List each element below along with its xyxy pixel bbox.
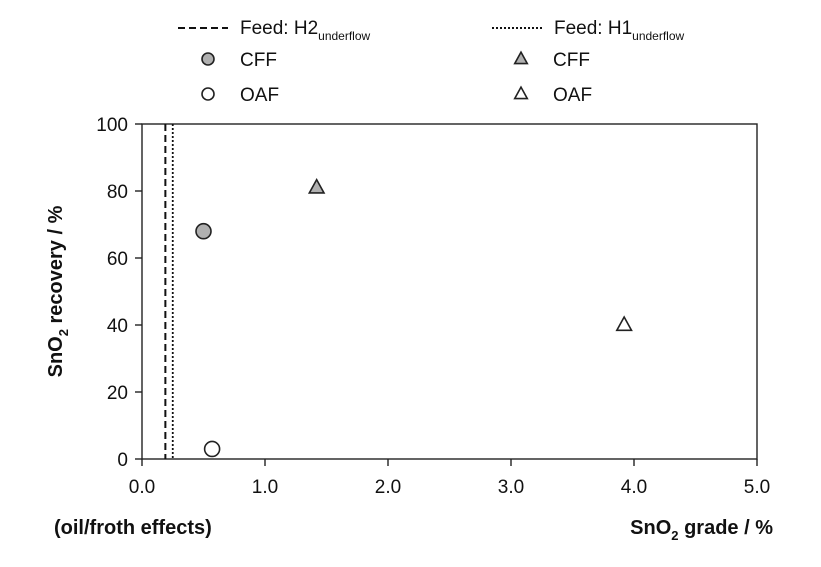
legend-label: CFF [240,50,277,71]
plot-frame [141,123,758,460]
x-tick-label: 2.0 [375,477,401,498]
y-tick-label: 60 [107,249,128,270]
y-axis-label: SnO2 recovery / % [45,205,71,377]
legend: Feed: H2underflow Feed: H1underflow CFF OAF… [178,18,685,106]
legend-label: OAF [240,85,279,106]
x-tick-label: 4.0 [621,477,647,498]
x-tick-label: 5.0 [744,477,770,498]
y-tick-label: 0 [117,450,128,471]
legend-label: Feed: H1underflow [554,18,685,43]
legend-label: CFF [553,50,590,71]
legend-marker-circle [201,87,215,101]
x-axis-note: (oil/froth effects) [54,517,212,539]
axis-ticks: 0.0 1.0 2.0 3.0 4.0 5.0 0 20 40 60 80 100 [96,115,770,498]
legend-marker-triangle [513,85,529,100]
legend-marker-circle [201,52,215,66]
axis-labels: SnO2 grade / % (oil/froth effects) SnO2 re… [45,205,773,543]
data-point-triangle-oaf [615,315,633,332]
y-tick-label: 40 [107,316,128,337]
y-tick-label: 20 [107,383,128,404]
x-tick-label: 0.0 [129,477,155,498]
legend-label: OAF [553,85,592,106]
x-tick-label: 1.0 [252,477,278,498]
legend-label: Feed: H2underflow [240,18,371,43]
plot-area [141,123,758,460]
data-point-triangle-cff [307,178,326,194]
y-tick-label: 80 [107,182,128,203]
x-axis-label: SnO2 grade / % [630,517,773,543]
data-point-circle-cff [195,222,212,240]
legend-marker-triangle [513,50,529,65]
y-tick-label: 100 [96,115,128,136]
x-tick-label: 3.0 [498,477,524,498]
data-point-circle-oaf [203,440,221,458]
